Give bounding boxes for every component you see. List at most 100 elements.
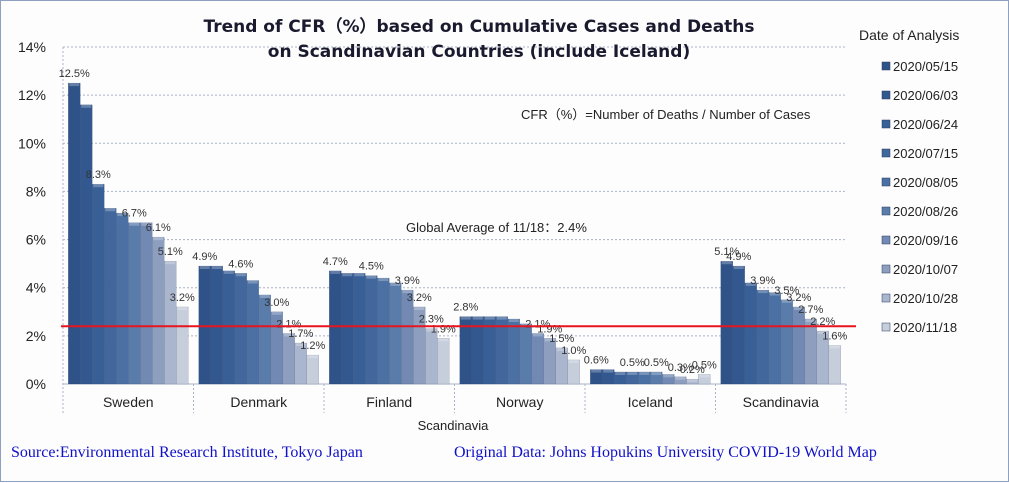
- data-label: 5.1%: [158, 246, 183, 258]
- bar-cap: [568, 359, 579, 363]
- bar-cap: [472, 316, 483, 320]
- data-label: 1.9%: [431, 323, 456, 335]
- legend-swatch: [881, 293, 891, 303]
- data-label: 0.3%: [668, 362, 693, 374]
- data-label: 3.9%: [395, 275, 420, 287]
- bar: [828, 345, 841, 385]
- bar-cap: [342, 273, 353, 277]
- bar-cap: [402, 290, 413, 294]
- data-label: 6.1%: [146, 222, 171, 234]
- bar-cap: [81, 104, 92, 108]
- data-label: 2.1%: [525, 318, 550, 330]
- legend-label: 2020/10/07: [893, 262, 958, 277]
- bar: [104, 208, 117, 385]
- bar-cap: [639, 371, 650, 375]
- chart-title-line1: Trend of CFR（%）based on Cumulative Cases…: [203, 16, 754, 37]
- bar: [756, 289, 769, 385]
- data-label: 5.1%: [714, 246, 739, 258]
- x-category-label: Norway: [496, 394, 543, 410]
- legend-label: 2020/10/28: [893, 291, 958, 306]
- x-category-label: Finland: [366, 394, 412, 410]
- legend-label: 2020/06/24: [893, 117, 958, 132]
- legend-swatch: [881, 148, 891, 158]
- bar-cap: [271, 311, 282, 315]
- legend-label: 2020/09/16: [893, 233, 958, 248]
- bar-cap: [615, 371, 626, 375]
- original-data-credit: Original Data: Johns Hopukins University…: [454, 444, 877, 461]
- bar-cap: [235, 273, 246, 277]
- data-label: 2.7%: [798, 304, 823, 316]
- bar-cap: [591, 369, 602, 373]
- x-category-label: Scandinavia: [743, 394, 819, 410]
- y-tick-label: 2%: [26, 328, 46, 344]
- data-label: 2.3%: [419, 314, 444, 326]
- bar: [164, 260, 177, 385]
- bar-cap: [829, 345, 840, 349]
- data-label: 1.7%: [288, 328, 313, 340]
- data-label: 3.0%: [264, 297, 289, 309]
- bar-cap: [663, 374, 674, 378]
- bar-cap: [687, 379, 698, 383]
- bar: [744, 282, 757, 385]
- bar: [353, 273, 366, 385]
- bar-cap: [627, 371, 638, 375]
- bar: [377, 277, 390, 385]
- bar: [792, 306, 805, 385]
- global-average-label-bg: [401, 216, 621, 236]
- bar: [732, 265, 745, 385]
- data-label: 6.7%: [122, 208, 147, 220]
- data-label: 3.2%: [786, 292, 811, 304]
- bar: [341, 273, 354, 385]
- data-label: 12.5%: [59, 68, 90, 80]
- data-label: 1.6%: [822, 330, 847, 342]
- data-label: 0.6%: [584, 355, 609, 367]
- legend-swatch: [881, 90, 891, 100]
- bar: [519, 323, 532, 385]
- data-label: 4.9%: [192, 251, 217, 263]
- bar-cap: [153, 237, 164, 241]
- bar: [437, 338, 450, 385]
- legend-label: 2020/08/26: [893, 204, 958, 219]
- bar-cap: [283, 333, 294, 337]
- legend-swatch: [881, 119, 891, 129]
- bar-cap: [781, 299, 792, 303]
- bar-cap: [721, 261, 732, 265]
- chart-title-line2: on Scandinavian Countries (include Icela…: [268, 42, 690, 62]
- legend-swatch: [881, 177, 891, 187]
- legend-label: 2020/08/05: [893, 175, 958, 190]
- data-label: 1.5%: [549, 333, 574, 345]
- bar: [68, 82, 81, 385]
- bar-cap: [438, 338, 449, 342]
- data-label: 1.0%: [561, 345, 586, 357]
- bar-cap: [378, 278, 389, 282]
- bar-cap: [93, 184, 104, 188]
- bar: [531, 333, 544, 385]
- bar-cap: [247, 280, 258, 284]
- bar-cap: [211, 266, 222, 270]
- x-axis-title: Scandinavia: [418, 418, 490, 433]
- bar: [128, 222, 141, 385]
- bar: [804, 318, 817, 385]
- legend-swatch: [881, 235, 891, 245]
- global-average-label: Global Average of 11/18：2.4%: [406, 220, 587, 235]
- bar-cap: [414, 306, 425, 310]
- data-label: 2.1%: [276, 318, 301, 330]
- bar: [222, 270, 235, 385]
- data-label: 0.5%: [692, 359, 717, 371]
- bar-cap: [745, 282, 756, 286]
- bar: [116, 212, 129, 385]
- data-label: 3.5%: [774, 285, 799, 297]
- data-label: 4.7%: [323, 256, 348, 268]
- cfr-formula-annotation: CFR（%）=Number of Deaths / Number of Case…: [521, 107, 811, 122]
- bar: [92, 183, 105, 385]
- y-tick-label: 14%: [18, 39, 46, 55]
- bar-cap: [532, 333, 543, 337]
- bar-cap: [757, 290, 768, 294]
- bar-cap: [675, 376, 686, 380]
- legend-label: 2020/07/15: [893, 146, 958, 161]
- legend-swatch: [881, 61, 891, 71]
- bar-cap: [199, 266, 210, 270]
- bar: [80, 104, 93, 385]
- data-label: 4.6%: [228, 258, 253, 270]
- x-category-label: Iceland: [628, 394, 673, 410]
